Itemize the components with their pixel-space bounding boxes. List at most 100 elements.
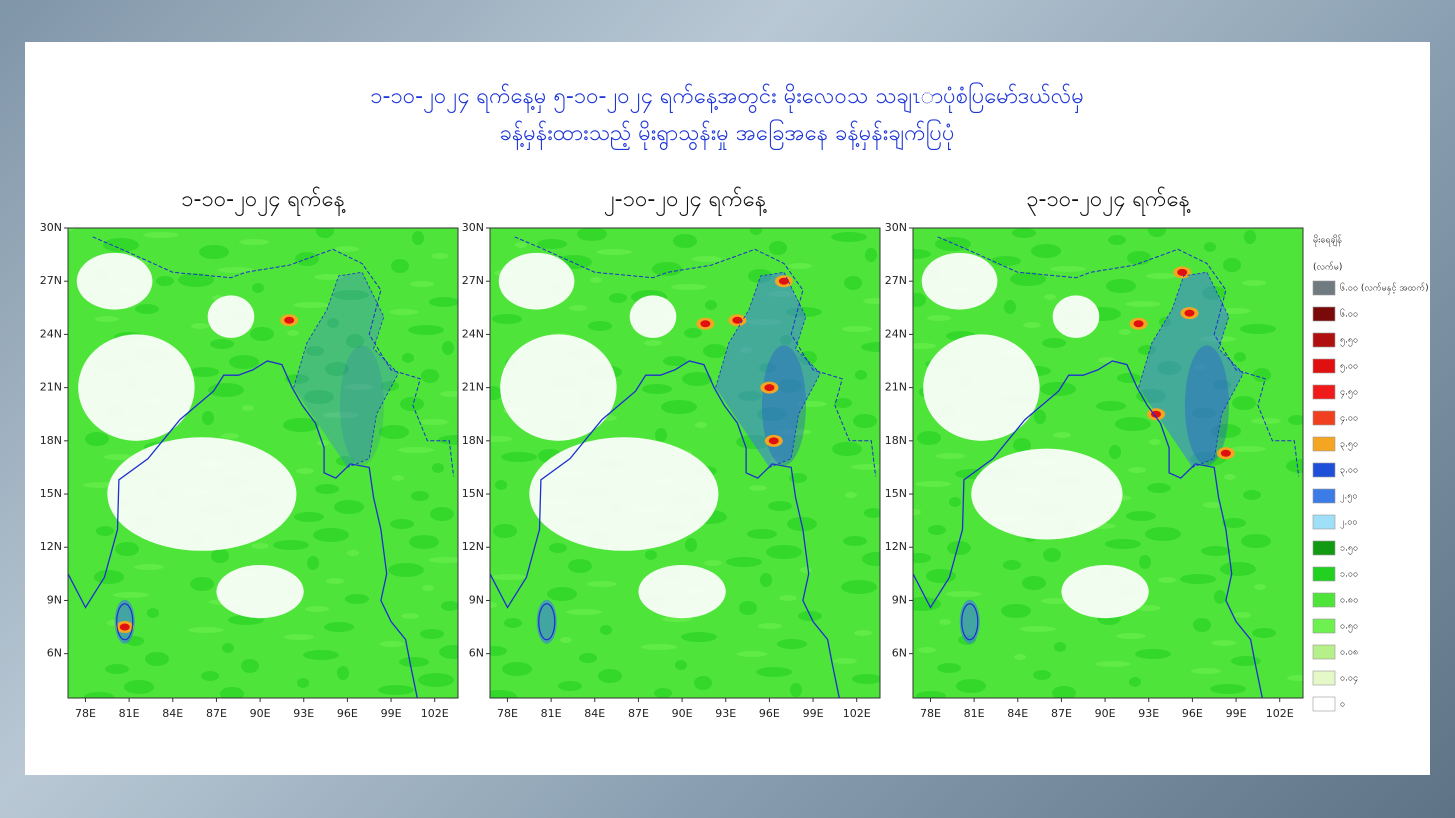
rain-patch (1220, 562, 1256, 576)
lon-label: 87E (1051, 707, 1072, 720)
rain-patch (420, 629, 444, 639)
sri-lanka-rain (959, 599, 980, 644)
rain-patch (1253, 368, 1271, 382)
rain-patch (211, 549, 229, 563)
rain-patch (493, 524, 517, 538)
rain-patch (208, 383, 244, 397)
lat-label: 18N (885, 434, 907, 447)
rain-patch (652, 262, 682, 276)
legend-swatch (1312, 280, 1336, 296)
legend-swatch (1312, 644, 1336, 660)
rain-patch (490, 690, 517, 698)
rain-patch (124, 680, 154, 694)
rain-patch (915, 481, 951, 487)
lon-label: 96E (337, 707, 358, 720)
rain-patch (143, 232, 179, 238)
rain-patch (391, 259, 409, 273)
heavy-rain (339, 345, 384, 466)
rain-patch (389, 309, 419, 315)
rain-patch (283, 418, 319, 432)
rain-patch (398, 447, 434, 453)
rain-patch (1129, 677, 1141, 687)
rain-patch (1050, 266, 1086, 272)
rain-patch (1158, 577, 1176, 583)
spot (1177, 268, 1188, 276)
dry-area (971, 448, 1123, 540)
rain-patch (1149, 439, 1161, 445)
sri-lanka (116, 603, 134, 641)
legend-label: ၆.၀၀ (လက်မနှင့် အထက်) (1340, 283, 1429, 295)
rain-patch (843, 536, 867, 546)
lat-label: 27N (40, 274, 62, 287)
lon-label: 84E (162, 707, 183, 720)
rain-patch (1023, 322, 1041, 328)
rain-patch (145, 652, 169, 666)
legend-swatch (1312, 384, 1336, 400)
rain-patch (422, 585, 434, 591)
legend-swatch (1312, 358, 1336, 374)
rain-patch (85, 432, 109, 446)
lat-label: 9N (892, 593, 907, 606)
rain-patch (642, 384, 672, 394)
rain-patch (568, 559, 592, 573)
lat-label: 24N (40, 327, 62, 340)
rain-patch (502, 662, 532, 676)
rain-patch (296, 468, 314, 474)
lat-label: 27N (885, 274, 907, 287)
legend-label: ၀.၀၄ (1340, 674, 1358, 685)
legend-unit: (လက်မ) (1313, 262, 1342, 273)
rain-patch (913, 553, 931, 563)
rain-patch (492, 314, 522, 324)
lat-label: 9N (469, 593, 484, 606)
spot (732, 316, 743, 324)
rain-patch (515, 242, 527, 248)
rain-patch (334, 500, 364, 514)
rain-patch (854, 630, 872, 636)
rain-patch (769, 241, 787, 255)
rain-patch (991, 256, 1021, 266)
rain-patch (1288, 415, 1303, 425)
lat-label: 12N (462, 540, 484, 553)
rain-patch (399, 657, 429, 667)
lat-label: 24N (462, 327, 484, 340)
legend-swatch (1312, 670, 1336, 686)
legend-swatch (1312, 514, 1336, 530)
rain-patch (645, 550, 657, 560)
rain-patch (1223, 258, 1241, 272)
legend-swatch (1312, 410, 1336, 426)
rain-patch (1034, 410, 1046, 424)
dry-area (923, 334, 1040, 441)
lat-label: 30N (462, 221, 484, 234)
legend-label: ၆.၀၀ (1340, 309, 1358, 320)
dry-area (216, 564, 304, 619)
rain-patch (95, 316, 119, 322)
rain-patch (1233, 612, 1251, 618)
rain-patch (927, 315, 951, 321)
map (913, 228, 1303, 698)
rain-patch (412, 231, 424, 245)
panel-title: ၁-၁၀-၂၀၂၄ ရက်နေ့ (181, 186, 346, 216)
rain-patch (294, 512, 324, 522)
rain-patch (428, 557, 458, 563)
rain-patch (587, 581, 617, 587)
rain-patch (504, 618, 522, 628)
map-frame (489, 227, 881, 699)
rain-patch (431, 253, 449, 259)
dry-area (921, 252, 998, 310)
rain-patch (596, 249, 632, 255)
lat-label: 24N (885, 327, 907, 340)
rain-patch (113, 592, 149, 598)
rain-patch (408, 325, 444, 335)
rain-patch (345, 594, 369, 604)
rain-patch (609, 293, 627, 303)
rain-patch (939, 619, 951, 625)
rain-patch (1033, 670, 1051, 680)
rain-patch (1117, 373, 1141, 383)
rain-patch (221, 433, 239, 439)
rain-patch (1109, 445, 1121, 459)
rain-patch (956, 679, 986, 693)
rain-patch (439, 645, 458, 659)
rain-patch (1204, 242, 1216, 252)
rain-patch (135, 304, 159, 314)
